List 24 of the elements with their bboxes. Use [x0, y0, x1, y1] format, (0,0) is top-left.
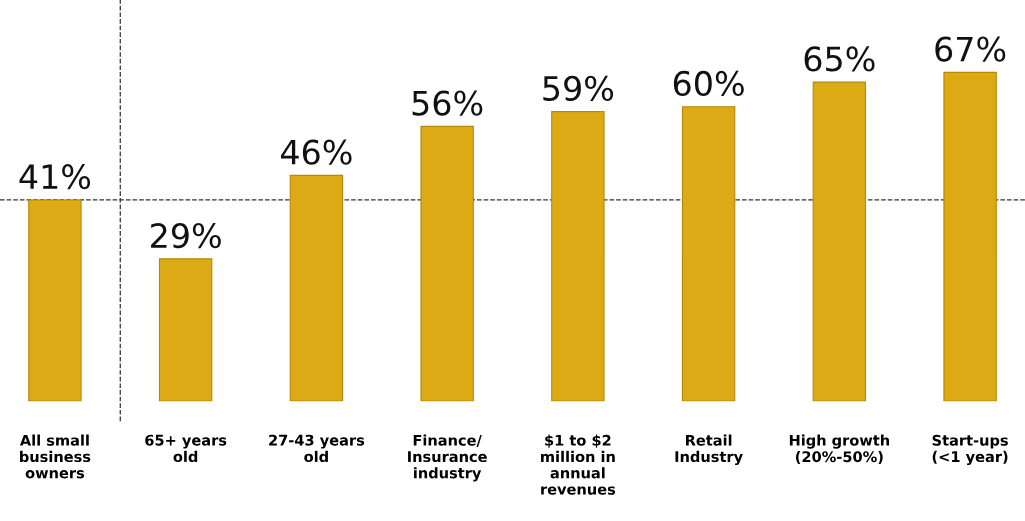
- bar: [289, 174, 344, 402]
- data-label: 41%: [19, 164, 91, 190]
- x-tick-label: Retail Industry: [675, 434, 743, 466]
- bar: [28, 199, 82, 402]
- x-tick-label: 65+ years old: [145, 434, 227, 463]
- x-tick-label: Finance/ Insurance industry: [408, 434, 487, 482]
- bar: [158, 258, 213, 402]
- data-label: 59%: [543, 75, 614, 101]
- data-label: 56%: [412, 90, 483, 116]
- data-label: 60%: [673, 70, 744, 97]
- x-tick-label: $1 to $2 million in annual revenues: [541, 434, 616, 495]
- bar: [420, 125, 474, 402]
- x-tick-label: All small business owners: [19, 434, 91, 479]
- x-tick-label: Start-ups (<1 year): [932, 434, 1008, 466]
- bar: [551, 111, 605, 402]
- x-tick-label: 27-43 years old: [269, 434, 365, 463]
- data-label: 67%: [935, 36, 1006, 62]
- data-label: 29%: [151, 223, 221, 249]
- data-label: 65%: [804, 46, 875, 72]
- bar: [812, 81, 867, 402]
- bar: [681, 106, 736, 402]
- data-label: 46%: [280, 139, 352, 165]
- bar: [943, 71, 997, 402]
- x-tick-label: High growth (20%-50%): [789, 434, 889, 464]
